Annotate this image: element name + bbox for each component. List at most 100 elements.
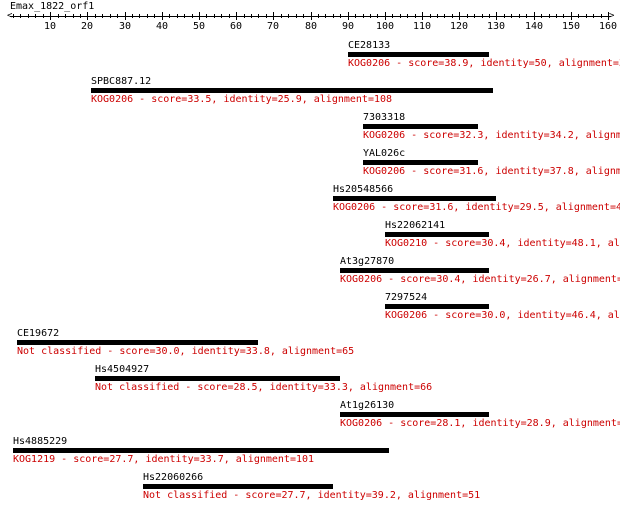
axis-minor-tick [206, 14, 207, 18]
hit-bar [95, 376, 340, 381]
axis-minor-tick [504, 14, 505, 18]
axis-major-tick [348, 12, 349, 20]
axis-minor-tick [593, 14, 594, 18]
axis-minor-tick [65, 14, 66, 18]
axis-minor-tick [370, 14, 371, 18]
axis-minor-tick [392, 14, 393, 18]
axis-minor-tick [526, 14, 527, 18]
axis-line [10, 16, 611, 17]
axis-tick-label: 40 [156, 21, 169, 32]
axis-minor-tick [288, 14, 289, 18]
axis-minor-tick [556, 14, 557, 18]
axis-major-tick [125, 12, 126, 20]
hit-name: 7297524 [385, 292, 428, 303]
axis-tick-label: 160 [599, 21, 618, 32]
axis-minor-tick [377, 14, 378, 18]
hit-bar [363, 124, 478, 129]
hit-annotation: KOG0206 - score=30.4, identity=26.7, ali… [340, 274, 620, 285]
axis-minor-tick [563, 14, 564, 18]
axis-minor-tick [147, 14, 148, 18]
hit-name: Hs4885229 [13, 436, 68, 447]
axis-tick-label: 60 [230, 21, 243, 32]
axis-minor-tick [80, 14, 81, 18]
axis-minor-tick [489, 14, 490, 18]
hit-name: At3g27870 [340, 256, 395, 267]
axis-minor-tick [35, 14, 36, 18]
hit-bar [17, 340, 258, 345]
axis-minor-tick [192, 14, 193, 18]
axis-minor-tick [415, 14, 416, 18]
axis-tick-label: 50 [193, 21, 206, 32]
hit-annotation: KOG0206 - score=28.1, identity=28.9, ali… [340, 418, 620, 429]
axis-minor-tick [110, 14, 111, 18]
hit-annotation: KOG0206 - score=33.5, identity=25.9, ali… [91, 94, 393, 105]
axis-minor-tick [578, 14, 579, 18]
axis-tick-label: 90 [342, 21, 355, 32]
axis-minor-tick [333, 14, 334, 18]
axis-major-tick [459, 12, 460, 20]
axis-minor-tick [154, 14, 155, 18]
axis-major-tick [422, 12, 423, 20]
hit-bar [91, 88, 493, 93]
axis-minor-tick [407, 14, 408, 18]
query-title: Emax_1822_orf1 [10, 1, 95, 12]
hit-annotation: Not classified - score=28.5, identity=33… [95, 382, 433, 393]
axis-minor-tick [281, 14, 282, 18]
axis-minor-tick [177, 14, 178, 18]
axis-minor-tick [318, 14, 319, 18]
axis-minor-tick [586, 14, 587, 18]
hit-annotation: Not classified - score=30.0, identity=33… [17, 346, 355, 357]
axis-tick-label: 100 [376, 21, 395, 32]
axis-tick-label: 150 [562, 21, 581, 32]
axis-minor-tick [437, 14, 438, 18]
hit-name: YAL026c [363, 148, 406, 159]
axis-tick-label: 30 [119, 21, 132, 32]
hit-annotation: KOG0206 - score=30.0, identity=46.4, ali… [385, 310, 620, 321]
axis-minor-tick [444, 14, 445, 18]
axis-minor-tick [541, 14, 542, 18]
axis-minor-tick [519, 14, 520, 18]
axis-minor-tick [229, 14, 230, 18]
hit-bar [340, 268, 489, 273]
axis-minor-tick [102, 14, 103, 18]
axis-minor-tick [325, 14, 326, 18]
axis-tick-label: 130 [487, 21, 506, 32]
axis-major-tick [311, 12, 312, 20]
axis-minor-tick [355, 14, 356, 18]
axis-minor-tick [73, 14, 74, 18]
axis-major-tick [385, 12, 386, 20]
hit-name: CE19672 [17, 328, 60, 339]
hit-annotation: Not classified - score=27.7, identity=39… [143, 490, 481, 501]
axis-minor-tick [549, 14, 550, 18]
axis-minor-tick [169, 14, 170, 18]
axis-minor-tick [303, 14, 304, 18]
axis-minor-tick [400, 14, 401, 18]
axis-minor-tick [266, 14, 267, 18]
axis-minor-tick [117, 14, 118, 18]
axis-tick-label: 80 [305, 21, 318, 32]
hit-annotation: KOG0206 - score=32.3, identity=34.2, ali… [363, 130, 620, 141]
axis-major-tick [162, 12, 163, 20]
axis-right-arrow: > [609, 11, 615, 21]
axis-major-tick [199, 12, 200, 20]
axis-minor-tick [482, 14, 483, 18]
hit-annotation: KOG0210 - score=30.4, identity=48.1, ali… [385, 238, 620, 249]
axis-tick-label: 20 [81, 21, 94, 32]
axis-minor-tick [20, 14, 21, 18]
axis-tick-label: 110 [413, 21, 432, 32]
axis-minor-tick [452, 14, 453, 18]
hit-annotation: KOG0206 - score=31.6, identity=37.8, ali… [363, 166, 620, 177]
hit-name: Hs22060266 [143, 472, 204, 483]
axis-major-tick [50, 12, 51, 20]
axis-major-tick [87, 12, 88, 20]
hit-bar [333, 196, 496, 201]
hit-name: Hs4504927 [95, 364, 150, 375]
axis-minor-tick [340, 14, 341, 18]
hit-bar [13, 448, 389, 453]
axis-minor-tick [214, 14, 215, 18]
axis-minor-tick [221, 14, 222, 18]
hit-name: At1g26130 [340, 400, 395, 411]
axis-minor-tick [474, 14, 475, 18]
axis-tick-label: 140 [525, 21, 544, 32]
